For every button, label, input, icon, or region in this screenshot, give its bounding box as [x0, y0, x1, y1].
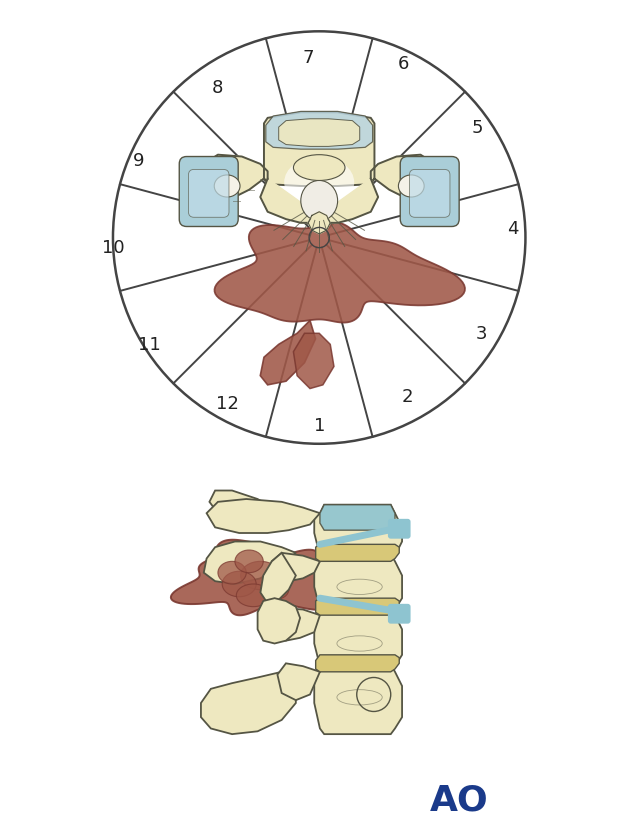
Polygon shape — [267, 609, 320, 641]
Polygon shape — [320, 505, 395, 531]
Text: 6: 6 — [398, 54, 410, 73]
Ellipse shape — [218, 562, 246, 584]
Polygon shape — [314, 505, 402, 562]
Polygon shape — [260, 180, 319, 223]
Polygon shape — [215, 222, 465, 324]
Text: 12: 12 — [216, 395, 239, 413]
Ellipse shape — [235, 550, 264, 573]
Polygon shape — [319, 180, 378, 223]
Text: AO: AO — [430, 782, 488, 816]
FancyBboxPatch shape — [401, 157, 459, 227]
Text: 9: 9 — [133, 152, 144, 170]
Polygon shape — [277, 664, 320, 701]
Ellipse shape — [293, 155, 345, 181]
Polygon shape — [308, 212, 330, 235]
Polygon shape — [171, 540, 360, 615]
FancyBboxPatch shape — [409, 171, 450, 218]
Polygon shape — [264, 113, 374, 186]
Polygon shape — [257, 599, 300, 644]
Ellipse shape — [236, 584, 270, 607]
FancyBboxPatch shape — [388, 604, 410, 624]
FancyBboxPatch shape — [388, 519, 410, 539]
Text: 3: 3 — [476, 325, 487, 343]
Ellipse shape — [284, 157, 354, 209]
Polygon shape — [371, 155, 445, 205]
Ellipse shape — [215, 176, 240, 198]
Text: 2: 2 — [402, 387, 414, 405]
FancyBboxPatch shape — [179, 157, 238, 227]
Text: 8: 8 — [212, 79, 224, 96]
Polygon shape — [316, 599, 399, 615]
Polygon shape — [210, 491, 275, 519]
Polygon shape — [194, 155, 268, 205]
Polygon shape — [316, 655, 399, 672]
Text: 11: 11 — [138, 336, 161, 354]
Ellipse shape — [399, 176, 424, 198]
Polygon shape — [260, 553, 296, 601]
Text: 1: 1 — [314, 417, 325, 435]
Polygon shape — [272, 553, 320, 582]
Polygon shape — [293, 334, 334, 389]
Polygon shape — [314, 609, 402, 672]
Polygon shape — [279, 120, 360, 147]
Polygon shape — [314, 665, 402, 734]
Polygon shape — [314, 554, 402, 615]
Text: 4: 4 — [507, 220, 518, 238]
Polygon shape — [316, 545, 399, 562]
Polygon shape — [266, 112, 373, 150]
Polygon shape — [204, 542, 296, 584]
Polygon shape — [206, 499, 320, 533]
Polygon shape — [260, 321, 316, 385]
Circle shape — [356, 678, 391, 711]
Ellipse shape — [222, 572, 256, 597]
Text: 5: 5 — [472, 119, 484, 137]
FancyBboxPatch shape — [188, 171, 229, 218]
Ellipse shape — [241, 562, 280, 590]
Text: 7: 7 — [303, 49, 314, 67]
Polygon shape — [201, 666, 296, 734]
Text: 10: 10 — [102, 238, 124, 257]
Ellipse shape — [260, 580, 289, 600]
Ellipse shape — [301, 181, 338, 222]
